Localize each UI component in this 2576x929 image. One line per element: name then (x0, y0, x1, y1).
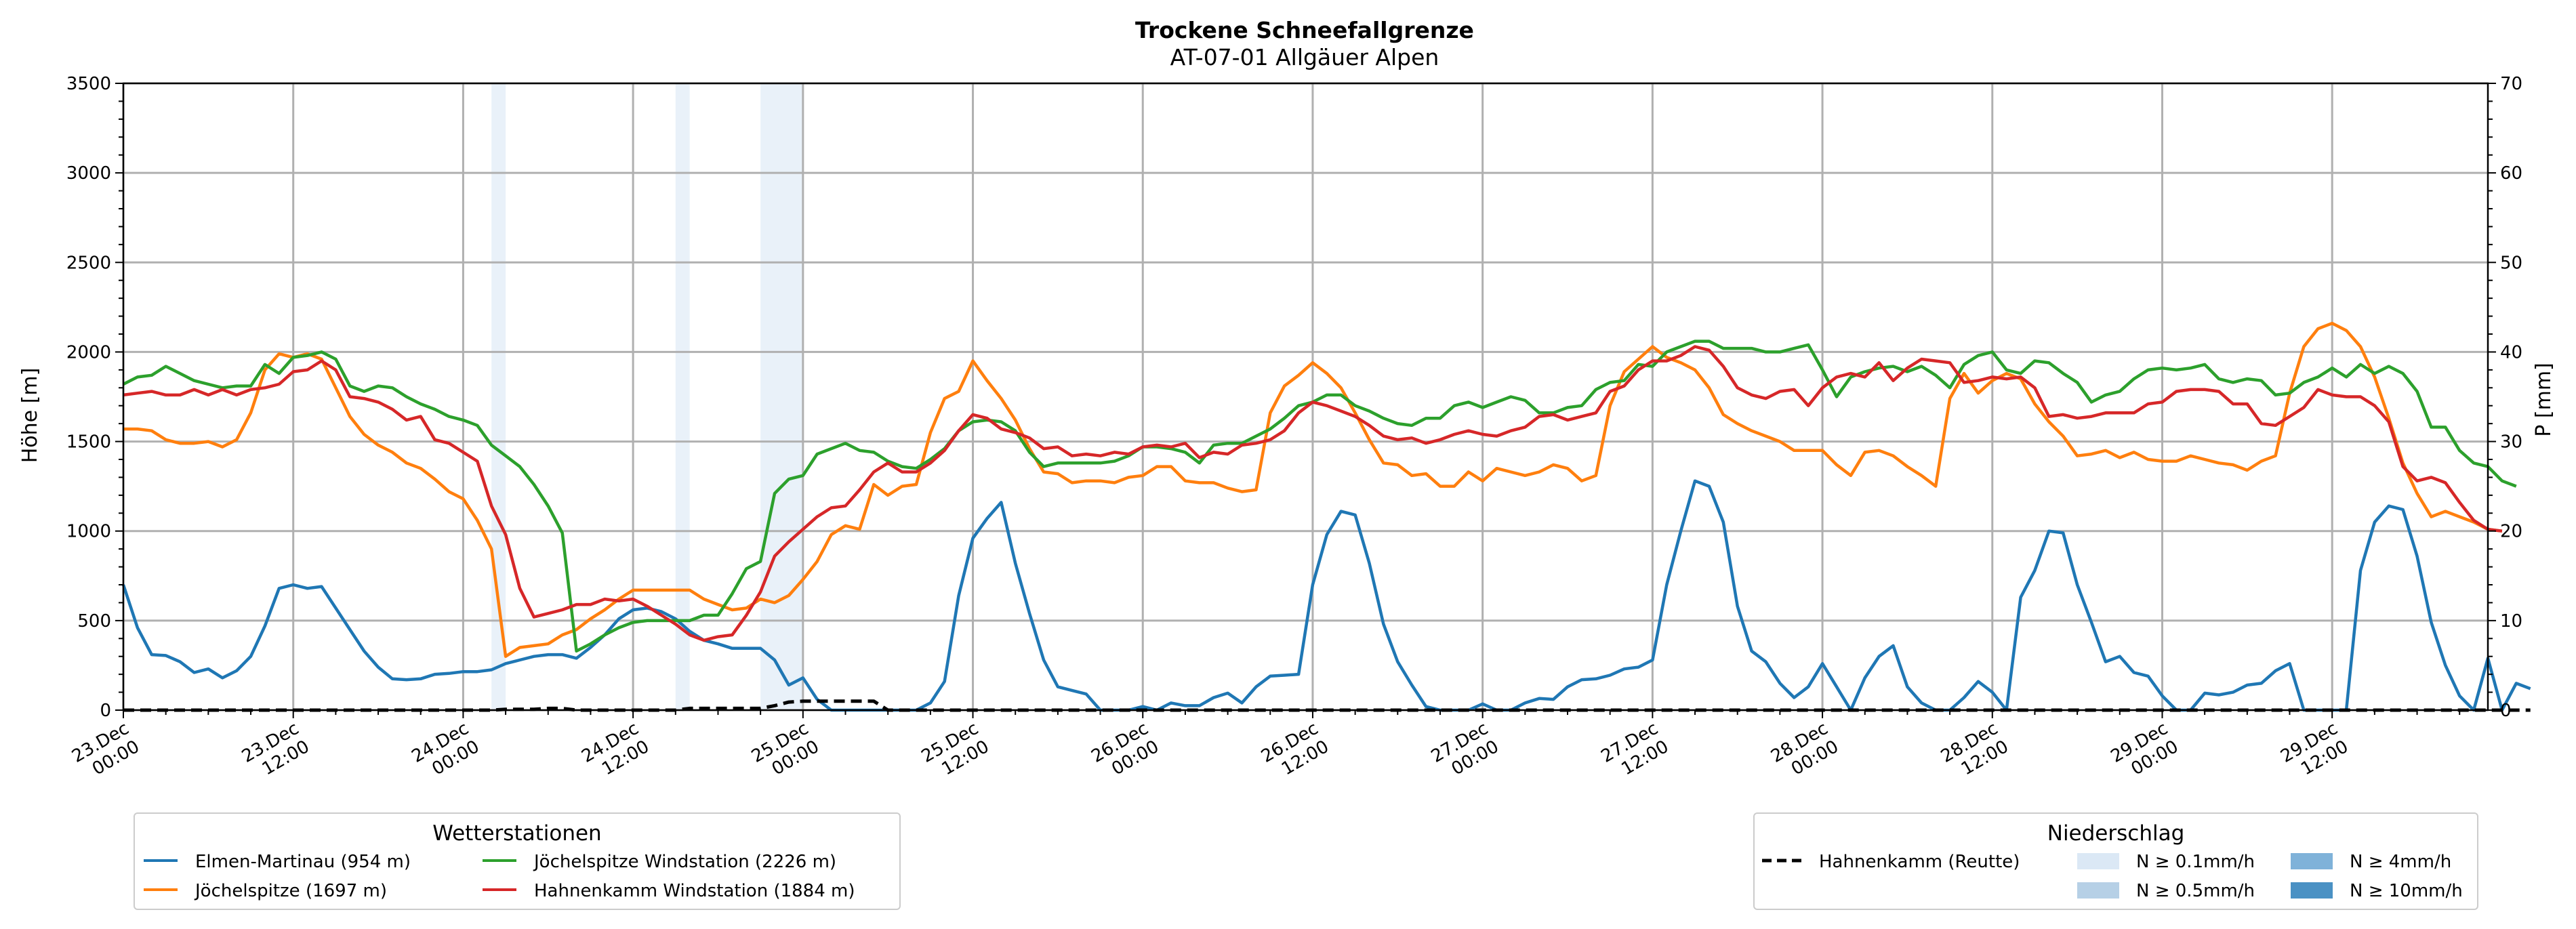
legend-label-joechelspitze: Jöchelspitze (1697 m) (194, 881, 387, 901)
legend-label-band-0-5: N ≥ 0.5mm/h (2136, 881, 2255, 901)
y2-axis-label: P [mm] (2532, 363, 2556, 436)
series-line-elmen (121, 479, 2531, 712)
plot-frame (122, 82, 2489, 711)
chart-subtitle: AT-07-01 Allgäuer Alpen (1170, 44, 1439, 70)
legend-label-band-0-1: N ≥ 0.1mm/h (2136, 852, 2255, 872)
y2-tick-label: 50 (2500, 253, 2522, 273)
legend-stations-title: Wetterstationen (432, 821, 601, 846)
legend-label-band-10: N ≥ 10mm/h (2350, 881, 2463, 901)
legend-label-joechelspitze-wind: Jöchelspitze Windstation (2226 m) (533, 852, 836, 872)
y-tick-label: 0 (100, 701, 111, 721)
y2-tick-label: 60 (2500, 163, 2522, 184)
precipitation-bands (491, 83, 803, 710)
y-tick-label: 2000 (66, 342, 111, 363)
y-tick-label: 3500 (66, 74, 111, 94)
y-tick-label: 1500 (66, 432, 111, 453)
legend-swatch-band-0-5 (2077, 882, 2119, 899)
chart-title: Trockene Schneefallgrenze (1135, 17, 1474, 43)
y2-tick-label: 10 (2500, 611, 2522, 632)
y2-tick-label: 0 (2500, 701, 2512, 721)
legend-swatch-band-0-1 (2077, 853, 2119, 869)
legend-label-elmen: Elmen-Martinau (954 m) (195, 852, 411, 872)
series-line-hahnenkamm-wind (123, 345, 2503, 642)
y-axis-label: Höhe [m] (18, 368, 42, 463)
legend-precipitation: Niederschlag Hahnenkamm (Reutte) N ≥ 0.1… (1753, 812, 2478, 910)
legend-stations-frame (134, 812, 901, 910)
y-tick-label: 1000 (66, 522, 111, 542)
legend-label-band-4: N ≥ 4mm/h (2350, 852, 2451, 872)
y2-tick-label: 70 (2500, 74, 2522, 94)
y2-tick-label: 20 (2500, 522, 2522, 542)
precip-band-2 (760, 83, 803, 710)
series-lines (121, 321, 2531, 712)
legend-swatch-band-10 (2291, 882, 2333, 899)
legend-label-hahnenkamm-wind: Hahnenkamm Windstation (1884 m) (534, 881, 855, 901)
legend-stations: Wetterstationen Elmen-Martinau (954 m) J… (134, 812, 901, 910)
legend-label-precip-line: Hahnenkamm (Reutte) (1819, 852, 2020, 872)
precip-band-1 (675, 83, 690, 710)
series-line-joechelspitze-wind (122, 339, 2517, 653)
series-line-joechelspitze (123, 321, 2503, 658)
series-line-precip (123, 699, 2531, 712)
axes (115, 82, 2496, 718)
y-tick-label: 3000 (66, 163, 111, 184)
legend-precip-title: Niederschlag (2047, 821, 2185, 846)
y2-tick-label: 40 (2500, 342, 2522, 363)
legend-swatch-band-4 (2291, 853, 2333, 869)
y-tick-label: 2500 (66, 253, 111, 273)
y-tick-label: 500 (77, 611, 111, 632)
y2-tick-label: 30 (2500, 432, 2522, 453)
precip-band-0 (491, 83, 506, 710)
